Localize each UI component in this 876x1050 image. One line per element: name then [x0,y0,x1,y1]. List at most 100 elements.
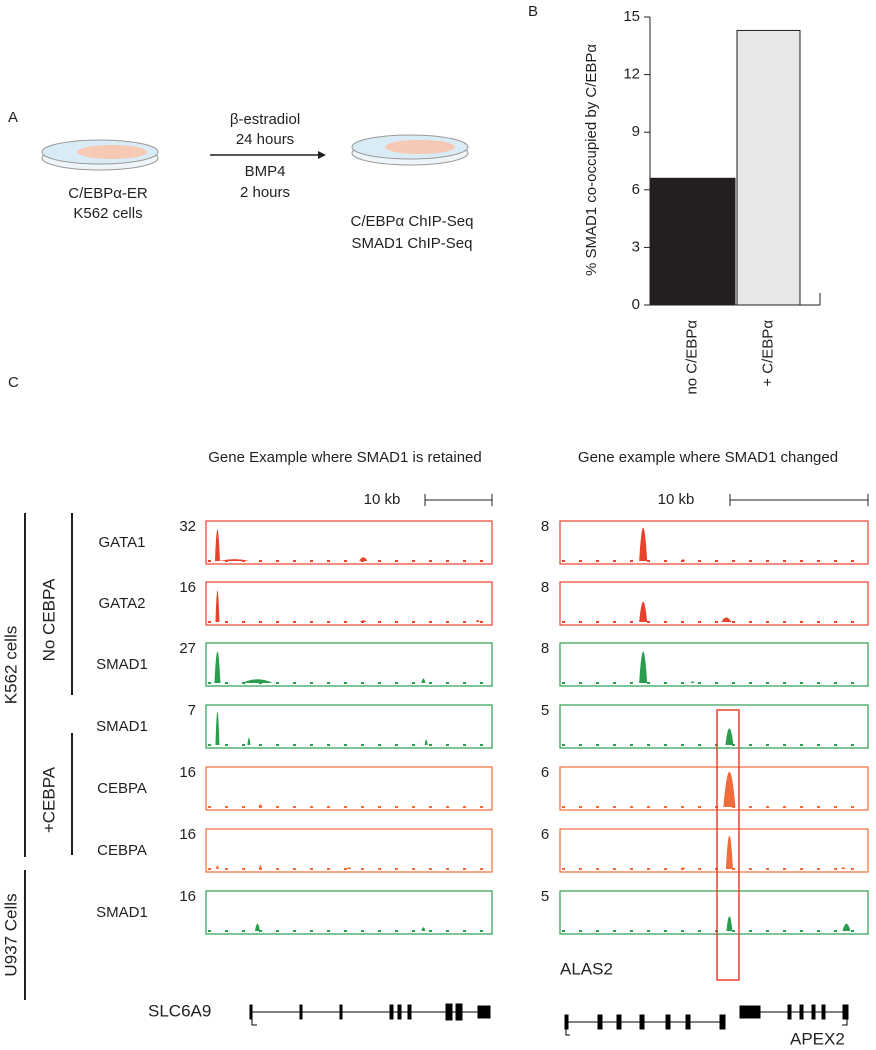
track-box [205,520,493,565]
track-name: SMAD1 [96,718,148,735]
cell-label: K562 cells [73,205,142,222]
track-max: 5 [541,702,549,719]
track-box [559,520,869,565]
panel-label: A [8,109,18,126]
assay-label: SMAD1 ChIP-Seq [352,235,473,252]
peak [215,711,220,745]
track-max: 6 [541,764,549,781]
group-label: U937 Cells [1,893,20,976]
track-max: 7 [188,702,196,719]
peak [639,651,648,683]
peak [215,590,220,622]
group-label: No CEBPA [39,578,58,661]
dish [41,139,159,171]
track-max: 16 [179,579,196,596]
peak [424,739,428,745]
track-box [559,766,869,811]
peak [421,927,426,931]
track-box [205,890,493,935]
peak [725,835,733,869]
peak [723,771,736,807]
gene-model [739,1004,849,1026]
y-tick-label: 15 [623,8,640,25]
y-tick-label: 6 [632,181,640,198]
x-tick-label: no C/EBPα [683,320,700,395]
group-bracket [24,513,73,1000]
peak [360,620,367,622]
track-max: 16 [179,888,196,905]
track-name: SMAD1 [96,904,148,921]
bar [736,29,801,306]
column-title: Gene example where SMAD1 changed [578,449,838,466]
gene-model [249,1003,491,1026]
arrow-head [318,151,326,159]
bar [649,177,736,306]
gene-label: APEX2 [790,1029,845,1048]
y-tick-label: 0 [632,296,640,313]
scale-bar [729,494,869,506]
track-name: GATA1 [99,534,146,551]
y-tick-label: 9 [632,123,640,140]
peak [346,867,352,869]
track-name: CEBPA [97,780,147,797]
track-max: 8 [541,579,549,596]
treatment: BMP4 [245,163,286,180]
track-name: CEBPA [97,842,147,859]
peak [219,559,250,561]
dish [351,134,469,166]
track-max: 5 [541,888,549,905]
peak [726,916,733,931]
track-max: 8 [541,640,549,657]
assay-label: C/EBPα ChIP-Seq [351,213,474,230]
peak [258,865,262,869]
cell-label: C/EBPα-ER [68,185,148,202]
track-box [559,890,869,935]
peak [842,923,851,931]
group-label: K562 cells [1,626,20,704]
peak [690,681,695,683]
treatment: β-estradiol [230,111,300,128]
y-axis-label: % SMAD1 co-occupied by C/EBPα [583,44,600,276]
track-box [559,581,869,626]
track-box [205,704,493,749]
track-max: 27 [179,640,196,657]
gene-label: SLC6A9 [148,1001,211,1020]
treatment: 2 hours [240,184,290,201]
panel-label: B [528,3,538,20]
track-max: 8 [541,518,549,535]
peak [681,559,686,561]
track-box [559,704,869,749]
bar-chart: 0 3 6 9 12 15 no C/EBPα + C/EBPα [623,8,821,395]
highlight-box [716,709,740,981]
scale-label: 10 kb [364,491,401,508]
track-box [559,828,869,873]
track-max: 32 [179,518,196,535]
column-title: Gene Example where SMAD1 is retained [208,449,481,466]
peak [242,679,273,683]
peak [258,804,263,807]
track-box [559,642,869,687]
peak [215,865,219,869]
treatment: 24 hours [236,131,294,148]
peak [681,867,686,869]
track-box [205,828,493,873]
track-name: SMAD1 [96,656,148,673]
peak [639,527,648,561]
peak [475,620,480,622]
peak [359,557,368,561]
gene-model [564,1014,726,1036]
group-label: +CEBPA [39,766,58,833]
track-max: 16 [179,764,196,781]
tracks: GATA1 32 8 GATA2 16 8 SMAD1 27 8 SMAD1 7 5 CEBPA 16 6 C… [96,518,869,935]
panel-label: C [8,374,19,391]
track-max: 6 [541,826,549,843]
peak [214,529,220,561]
peak [725,728,734,745]
track-name: GATA2 [99,595,146,612]
track-max: 16 [179,826,196,843]
peak [214,651,221,683]
peak [247,737,251,745]
peak [421,678,426,683]
track-box [205,766,493,811]
